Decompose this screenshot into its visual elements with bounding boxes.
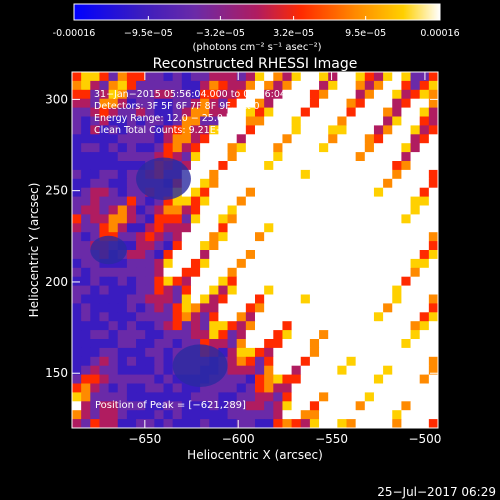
annotation-block: 31−Jan−2015 05:56:04.000 to 06:06:04.000… bbox=[94, 89, 307, 136]
x-tick-label: −650 bbox=[128, 432, 161, 446]
colorbar-gradient bbox=[73, 3, 441, 21]
colorbar-tick-label: −3.2e−05 bbox=[196, 28, 245, 39]
axis-ticks bbox=[72, 72, 438, 428]
colorbar-ticks: -0.00016 −9.5e−05 −3.2e−05 3.2e−05 9.5e−05 0.… bbox=[53, 16, 460, 39]
x-tick-label: −550 bbox=[315, 432, 348, 446]
plot-area bbox=[71, 71, 439, 429]
annotation-time: 31−Jan−2015 05:56:04.000 to 06:06:04.000 bbox=[94, 89, 307, 100]
footer-date: 25−Jul−2017 06:29 bbox=[377, 485, 496, 499]
annotation-counts: Clean Total Counts: 9.21E+03 bbox=[94, 125, 236, 136]
colorbar-unit-label: (photons cm⁻² s⁻¹ asec⁻²) bbox=[192, 42, 321, 53]
x-axis-label: Heliocentric X (arcsec) bbox=[187, 448, 323, 462]
annotation-energy: Energy Range: 12.0 − 25.0 keV bbox=[94, 113, 244, 124]
y-tick-label: 150 bbox=[45, 366, 68, 380]
colorbar-tick-label: 9.5e−05 bbox=[345, 28, 386, 39]
y-tick-label: 250 bbox=[45, 184, 68, 198]
chart-title: Reconstructed RHESSI Image bbox=[153, 56, 358, 72]
peak-position-label: Position of Peak = [−621,289] bbox=[95, 400, 246, 411]
plot-frame bbox=[71, 71, 439, 429]
annotation-detectors: Detectors: 3F 5F 6F 7F 8F 9F, Att 0 bbox=[94, 101, 260, 112]
x-tick-labels: −650 −600 −550 −500 bbox=[128, 432, 441, 446]
y-tick-label: 200 bbox=[45, 275, 68, 289]
heatmap-cells bbox=[72, 72, 438, 428]
colorbar-tick-label: −9.5e−05 bbox=[124, 28, 173, 39]
x-tick-label: −600 bbox=[222, 432, 255, 446]
colorbar-tick-label: -0.00016 bbox=[53, 28, 96, 39]
x-tick-label: −500 bbox=[408, 432, 441, 446]
colorbar-tick-label: 0.00016 bbox=[420, 28, 459, 39]
y-tick-label: 300 bbox=[45, 92, 68, 106]
colorbar-tick-label: 3.2e−05 bbox=[273, 28, 314, 39]
y-tick-labels: 150 200 250 300 bbox=[45, 92, 68, 380]
colorbar: -0.00016 −9.5e−05 −3.2e−05 3.2e−05 9.5e−05 0.… bbox=[53, 3, 460, 53]
y-axis-label: Heliocentric Y (arcsec) bbox=[27, 183, 41, 318]
